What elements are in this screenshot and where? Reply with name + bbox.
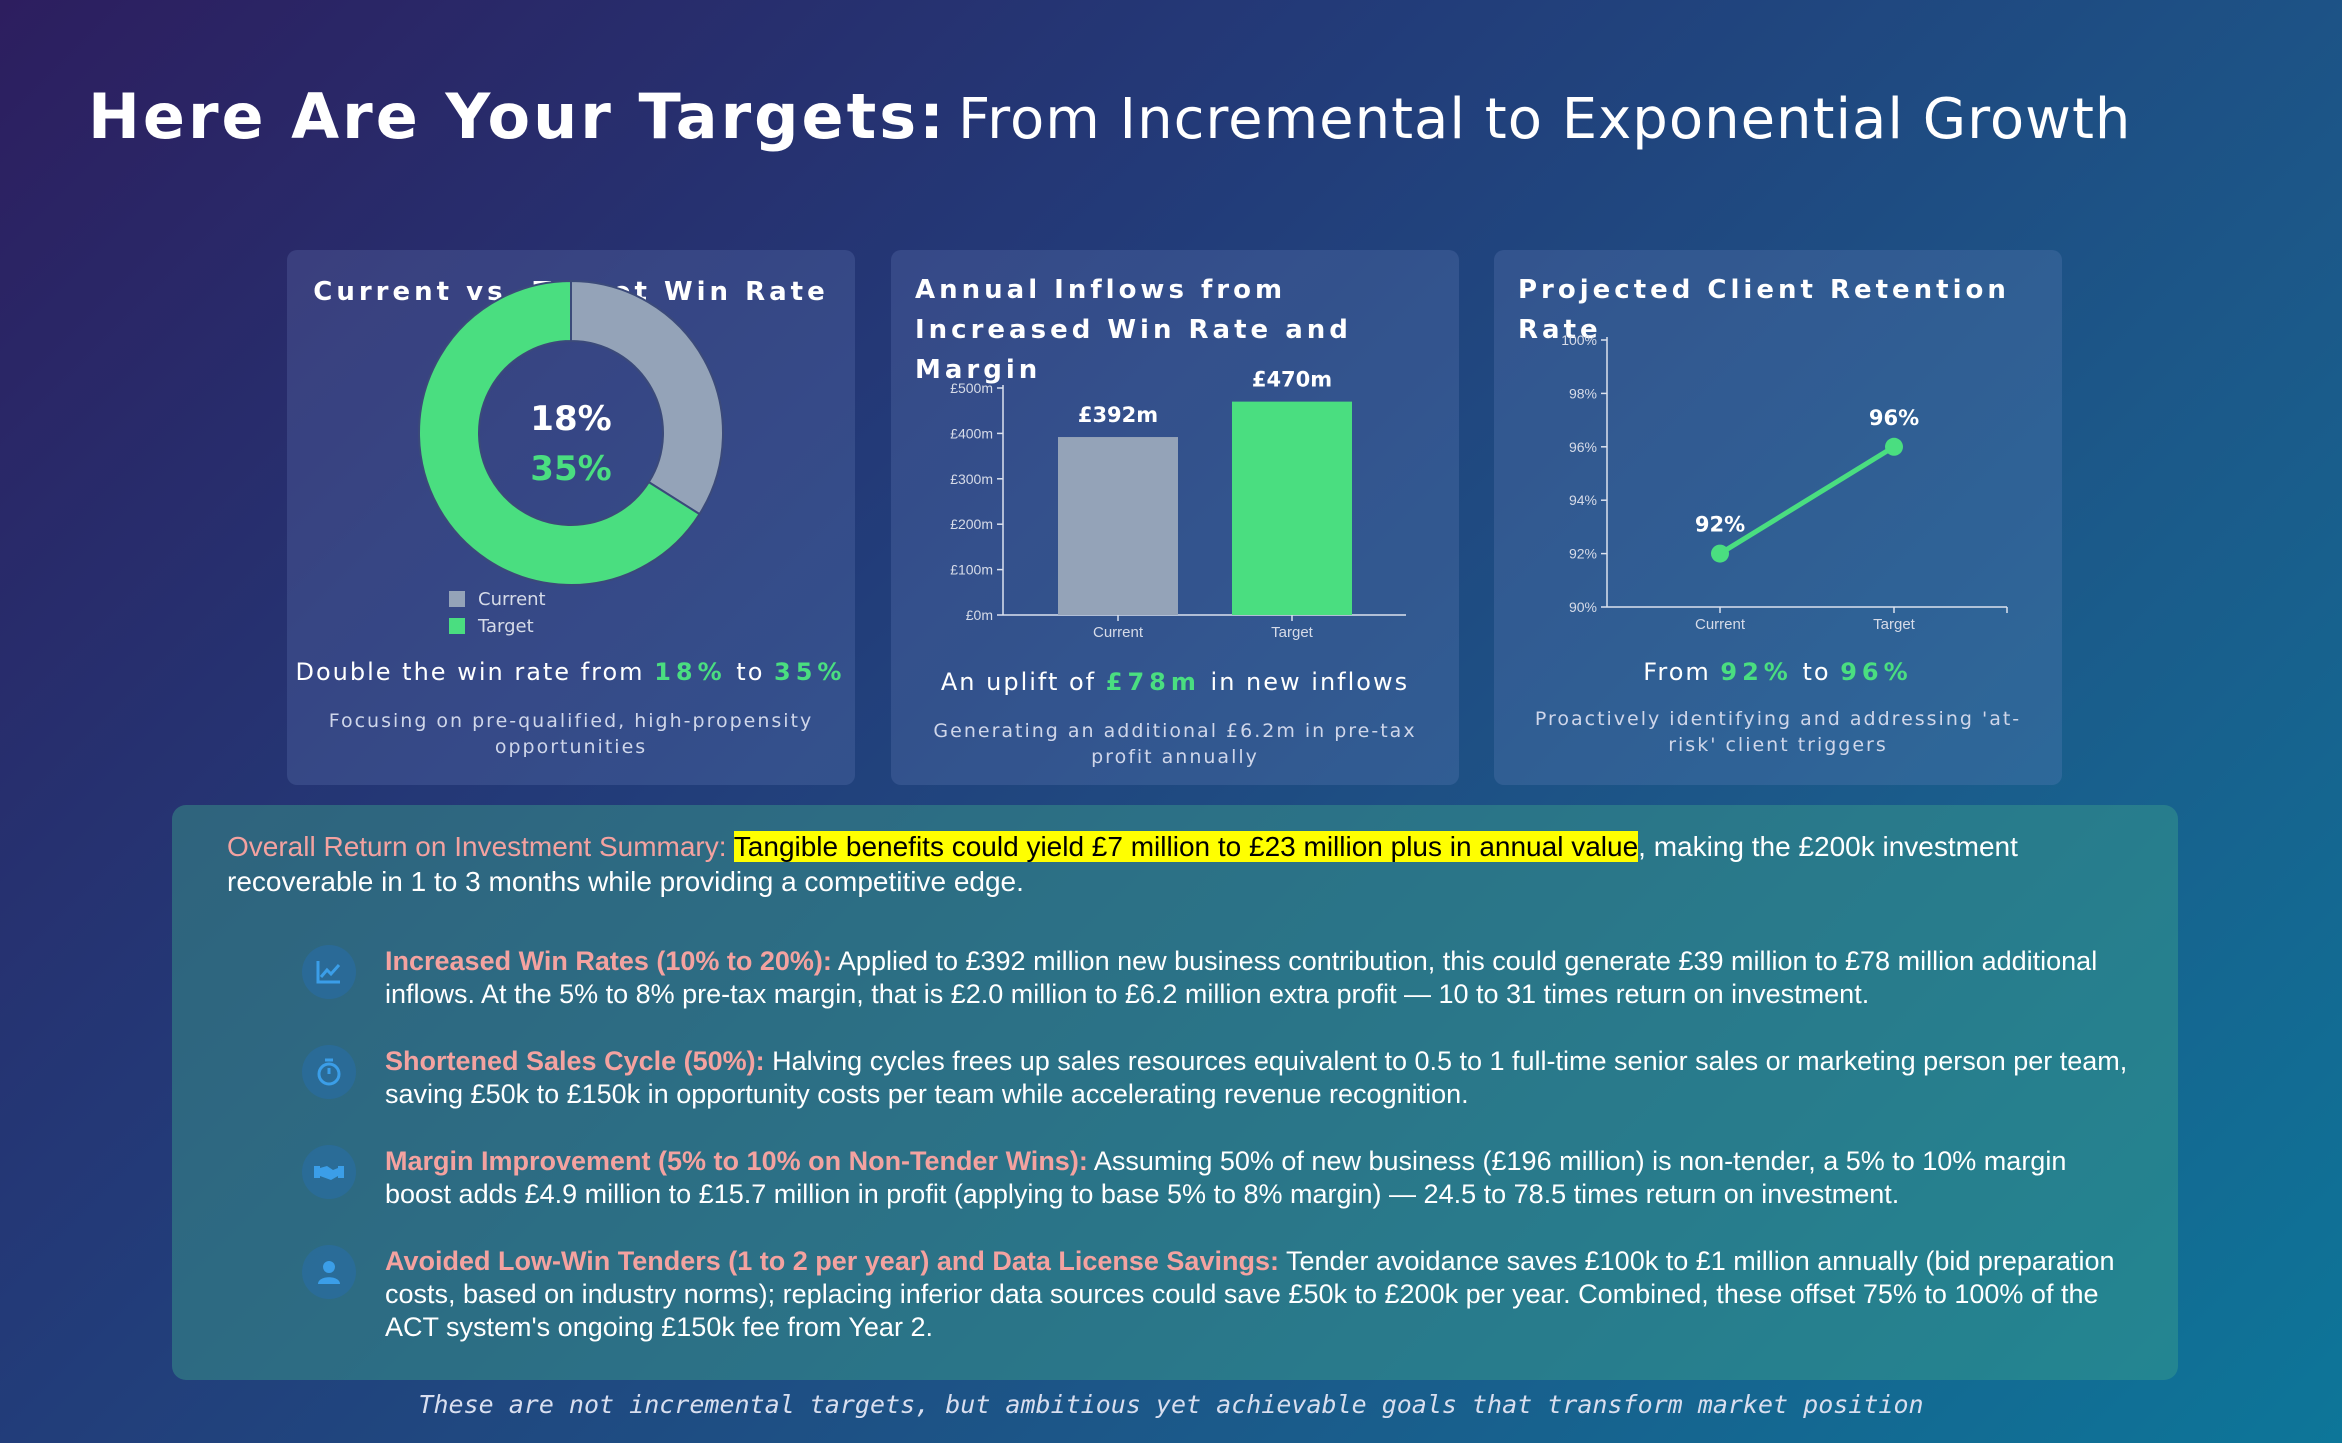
inflows-headline-suffix: in new inflows — [1210, 668, 1410, 696]
retention-headline: From 92% to 96% — [1494, 658, 2062, 686]
point-target — [1885, 437, 1903, 456]
benefit-body: Applied to £392 million new business con… — [385, 946, 2098, 1009]
footer-tagline: These are not incremental targets, but a… — [418, 1390, 1924, 1419]
inflows-card: Annual Inflows from Increased Win Rate a… — [891, 250, 1459, 785]
user-icon — [302, 1245, 356, 1299]
x-tick-label: Current — [1695, 616, 1746, 633]
y-tick-label: £100m — [950, 562, 993, 578]
retention-line-chart: 90% 92% 94% 96% 98% 100% 92% Current 96% Target — [1561, 332, 2008, 633]
retention-card-title: Projected Client Retention Rate — [1518, 275, 2010, 345]
title-main: Here Are Your Targets: — [88, 80, 947, 153]
stopwatch-icon — [302, 1045, 356, 1099]
retention-headline-to-word: to — [1802, 658, 1831, 686]
win-rate-card: Current vs. Target Win Rate 18%35%Curren… — [287, 250, 855, 785]
win-rate-headline: Double the win rate from 18% to 35% — [287, 658, 855, 686]
retention-desc: Proactively identifying and addressing '… — [1534, 708, 2022, 756]
inflows-bar-chart: £0m £100m £200m £300m £400m £500m £392m Current… — [950, 368, 1406, 641]
title-sub: From Incremental to Exponential Growth — [958, 87, 2132, 152]
roi-summary-rest: , making the £200k investment recoverabl… — [227, 831, 2018, 897]
x-tick-label: Target — [1271, 624, 1314, 641]
y-tick-label: £0m — [966, 607, 993, 623]
donut-slice-target — [418, 279, 701, 586]
bar-current — [1058, 437, 1178, 615]
roi-summary-label: Overall Return on Investment Summary: — [227, 831, 727, 862]
donut-center-target-label: 35% — [530, 449, 611, 489]
point-current — [1711, 544, 1729, 563]
x-tick-label: Target — [1873, 616, 1916, 633]
legend-swatch-current — [449, 591, 465, 607]
bar-target — [1232, 401, 1352, 615]
y-tick-label: £500m — [950, 380, 993, 396]
retention-series-line — [1718, 444, 1896, 556]
win-rate-desc: Focusing on pre-qualified, high-propensi… — [328, 710, 814, 758]
y-tick-label: 96% — [1569, 439, 1597, 455]
benefit-title: Margin Improvement (5% to 10% on Non-Ten… — [385, 1146, 1088, 1176]
point-data-label: 92% — [1695, 513, 1745, 537]
legend-label-target: Target — [477, 616, 534, 637]
win-rate-donut-chart: 18% 35% Current Target — [418, 279, 724, 637]
benefit-title: Avoided Low-Win Tenders (1 to 2 per year… — [385, 1246, 1279, 1276]
retention-headline-to: 96% — [1840, 658, 1913, 686]
y-tick-label: 92% — [1569, 546, 1597, 562]
inflows-card-title: Annual Inflows from Increased Win Rate a… — [915, 275, 1352, 385]
donut-center-current-label: 18% — [530, 399, 611, 439]
benefit-text: Shortened Sales Cycle (50%): Halving cyc… — [385, 1045, 2135, 1111]
donut-slice-current — [570, 279, 724, 516]
legend-swatch-target — [449, 618, 465, 634]
benefit-text: Increased Win Rates (10% to 20%): Applie… — [385, 945, 2135, 1011]
y-tick-label: 98% — [1569, 385, 1597, 401]
y-tick-label: £300m — [950, 471, 993, 487]
line-chart-icon — [302, 945, 356, 999]
page-title: Here Are Your Targets: From Incremental … — [88, 80, 2131, 153]
inflows-headline: An uplift of £78m in new inflows — [891, 668, 1459, 696]
handshake-icon — [302, 1145, 356, 1199]
bar-data-label: £470m — [1252, 368, 1332, 392]
inflows-desc: Generating an additional £6.2m in pre-ta… — [933, 720, 1417, 768]
y-tick-label: 100% — [1561, 332, 1597, 348]
point-data-label: 96% — [1869, 406, 1919, 430]
benefit-body: Tender avoidance saves £100k to £1 milli… — [385, 1246, 2115, 1342]
y-tick-label: £200m — [950, 516, 993, 532]
benefit-title: Shortened Sales Cycle (50%): — [385, 1046, 765, 1076]
win-rate-headline-prefix: Double the win rate from — [295, 658, 645, 686]
roi-summary-panel: Overall Return on Investment Summary: Ta… — [172, 805, 2178, 1380]
roi-summary-intro: Overall Return on Investment Summary: Ta… — [227, 829, 2127, 899]
benefit-body: Assuming 50% of new business (£196 milli… — [385, 1146, 2067, 1209]
retention-card: Projected Client Retention Rate 90% 92% 94… — [1494, 250, 2062, 785]
benefit-title: Increased Win Rates (10% to 20%): — [385, 946, 832, 976]
win-rate-headline-to: 35% — [774, 658, 847, 686]
benefit-text: Avoided Low-Win Tenders (1 to 2 per year… — [385, 1245, 2135, 1344]
x-tick-label: Current — [1093, 624, 1144, 641]
y-tick-label: 90% — [1569, 599, 1597, 615]
y-tick-label: £400m — [950, 425, 993, 441]
retention-headline-prefix: From — [1643, 658, 1711, 686]
bar-data-label: £392m — [1078, 403, 1158, 427]
benefit-body: Halving cycles frees up sales resources … — [385, 1046, 2128, 1109]
win-rate-headline-to-word: to — [736, 658, 765, 686]
win-rate-headline-from: 18% — [654, 658, 727, 686]
retention-headline-from: 92% — [1720, 658, 1793, 686]
inflows-headline-prefix: An uplift of — [940, 668, 1097, 696]
roi-summary-highlight: Tangible benefits could yield £7 million… — [733, 831, 1639, 862]
benefit-text: Margin Improvement (5% to 10% on Non-Ten… — [385, 1145, 2135, 1211]
inflows-headline-value: £78m — [1105, 668, 1201, 696]
legend-label-current: Current — [478, 589, 546, 610]
y-tick-label: 94% — [1569, 492, 1597, 508]
